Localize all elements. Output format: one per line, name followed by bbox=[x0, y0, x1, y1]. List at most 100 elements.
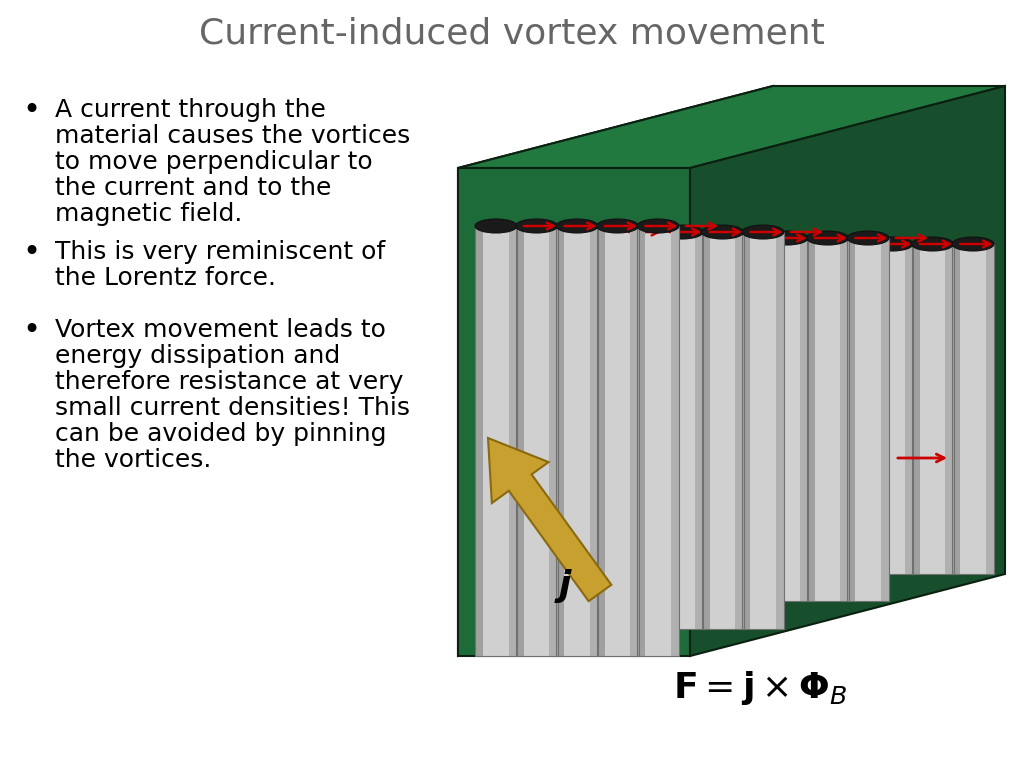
Ellipse shape bbox=[701, 225, 743, 239]
Bar bbox=[759, 238, 768, 601]
Bar bbox=[790, 244, 831, 574]
Ellipse shape bbox=[621, 225, 663, 239]
Bar bbox=[580, 232, 622, 629]
Bar bbox=[725, 238, 768, 601]
Bar bbox=[475, 226, 517, 656]
Ellipse shape bbox=[830, 237, 872, 251]
Bar bbox=[790, 244, 831, 574]
Bar bbox=[654, 232, 663, 629]
Bar bbox=[864, 244, 872, 574]
Bar bbox=[475, 226, 483, 656]
FancyArrow shape bbox=[488, 438, 611, 601]
Bar bbox=[662, 232, 670, 629]
Text: Current-induced vortex movement: Current-induced vortex movement bbox=[199, 16, 825, 50]
Text: therefore resistance at very: therefore resistance at very bbox=[55, 370, 403, 394]
Bar bbox=[790, 244, 799, 574]
Bar bbox=[475, 226, 517, 656]
Bar bbox=[830, 244, 839, 574]
Bar bbox=[871, 244, 913, 574]
Bar bbox=[775, 232, 784, 629]
Bar bbox=[800, 238, 808, 601]
Text: can be avoided by pinning: can be avoided by pinning bbox=[55, 422, 386, 446]
Bar bbox=[556, 226, 598, 656]
Text: •: • bbox=[22, 95, 40, 124]
Ellipse shape bbox=[556, 219, 598, 233]
Bar bbox=[830, 244, 872, 574]
Ellipse shape bbox=[742, 225, 784, 239]
Bar bbox=[637, 226, 645, 656]
Bar bbox=[766, 238, 808, 601]
Bar bbox=[952, 244, 994, 574]
Bar bbox=[621, 232, 629, 629]
Bar bbox=[807, 238, 815, 601]
Bar bbox=[685, 238, 693, 601]
Bar bbox=[904, 244, 913, 574]
Text: •: • bbox=[22, 237, 40, 266]
Bar bbox=[515, 226, 557, 656]
Bar bbox=[830, 244, 872, 574]
Polygon shape bbox=[458, 86, 1005, 168]
Text: small current densities! This: small current densities! This bbox=[55, 396, 410, 420]
Bar bbox=[881, 238, 889, 601]
Bar bbox=[911, 244, 953, 574]
Bar bbox=[621, 232, 663, 629]
Bar bbox=[823, 244, 831, 574]
Bar bbox=[766, 238, 774, 601]
Bar bbox=[515, 226, 524, 656]
Bar bbox=[580, 232, 622, 629]
Bar bbox=[725, 238, 734, 601]
Ellipse shape bbox=[807, 231, 849, 245]
Text: Vortex movement leads to: Vortex movement leads to bbox=[55, 318, 386, 342]
Bar bbox=[952, 244, 961, 574]
Bar bbox=[637, 226, 679, 656]
Bar bbox=[742, 232, 751, 629]
Bar bbox=[911, 244, 920, 574]
Polygon shape bbox=[690, 86, 1005, 656]
Bar bbox=[742, 232, 784, 629]
Text: to move perpendicular to: to move perpendicular to bbox=[55, 150, 373, 174]
Bar bbox=[590, 226, 598, 656]
Ellipse shape bbox=[847, 231, 889, 245]
Ellipse shape bbox=[725, 231, 768, 245]
Bar bbox=[766, 238, 808, 601]
Ellipse shape bbox=[637, 219, 679, 233]
Bar bbox=[556, 226, 564, 656]
Ellipse shape bbox=[952, 237, 994, 251]
Text: material causes the vortices: material causes the vortices bbox=[55, 124, 411, 148]
Ellipse shape bbox=[515, 219, 557, 233]
Bar bbox=[597, 226, 639, 656]
Bar bbox=[621, 232, 663, 629]
Text: the vortices.: the vortices. bbox=[55, 448, 211, 472]
Ellipse shape bbox=[475, 219, 517, 233]
Bar bbox=[871, 244, 880, 574]
Ellipse shape bbox=[871, 237, 913, 251]
Text: magnetic field.: magnetic field. bbox=[55, 202, 243, 226]
Bar bbox=[662, 232, 703, 629]
Text: the Lorentz force.: the Lorentz force. bbox=[55, 266, 276, 290]
Bar bbox=[847, 238, 855, 601]
Bar bbox=[952, 244, 994, 574]
Ellipse shape bbox=[790, 237, 831, 251]
Text: the current and to the: the current and to the bbox=[55, 176, 332, 200]
Bar bbox=[847, 238, 889, 601]
Bar bbox=[701, 232, 743, 629]
Polygon shape bbox=[458, 168, 690, 656]
Bar bbox=[701, 232, 710, 629]
Text: j: j bbox=[559, 569, 571, 603]
Bar bbox=[694, 232, 703, 629]
Bar bbox=[613, 232, 622, 629]
Bar bbox=[847, 238, 889, 601]
Ellipse shape bbox=[911, 237, 953, 251]
Bar bbox=[685, 238, 727, 601]
Bar bbox=[685, 238, 727, 601]
Bar bbox=[807, 238, 849, 601]
Polygon shape bbox=[458, 86, 773, 656]
Bar bbox=[945, 244, 953, 574]
Bar bbox=[671, 226, 679, 656]
Text: force on
vortex: force on vortex bbox=[886, 478, 958, 517]
Bar bbox=[597, 226, 605, 656]
Bar bbox=[515, 226, 557, 656]
Bar bbox=[807, 238, 849, 601]
Bar bbox=[701, 232, 743, 629]
Bar bbox=[630, 226, 639, 656]
